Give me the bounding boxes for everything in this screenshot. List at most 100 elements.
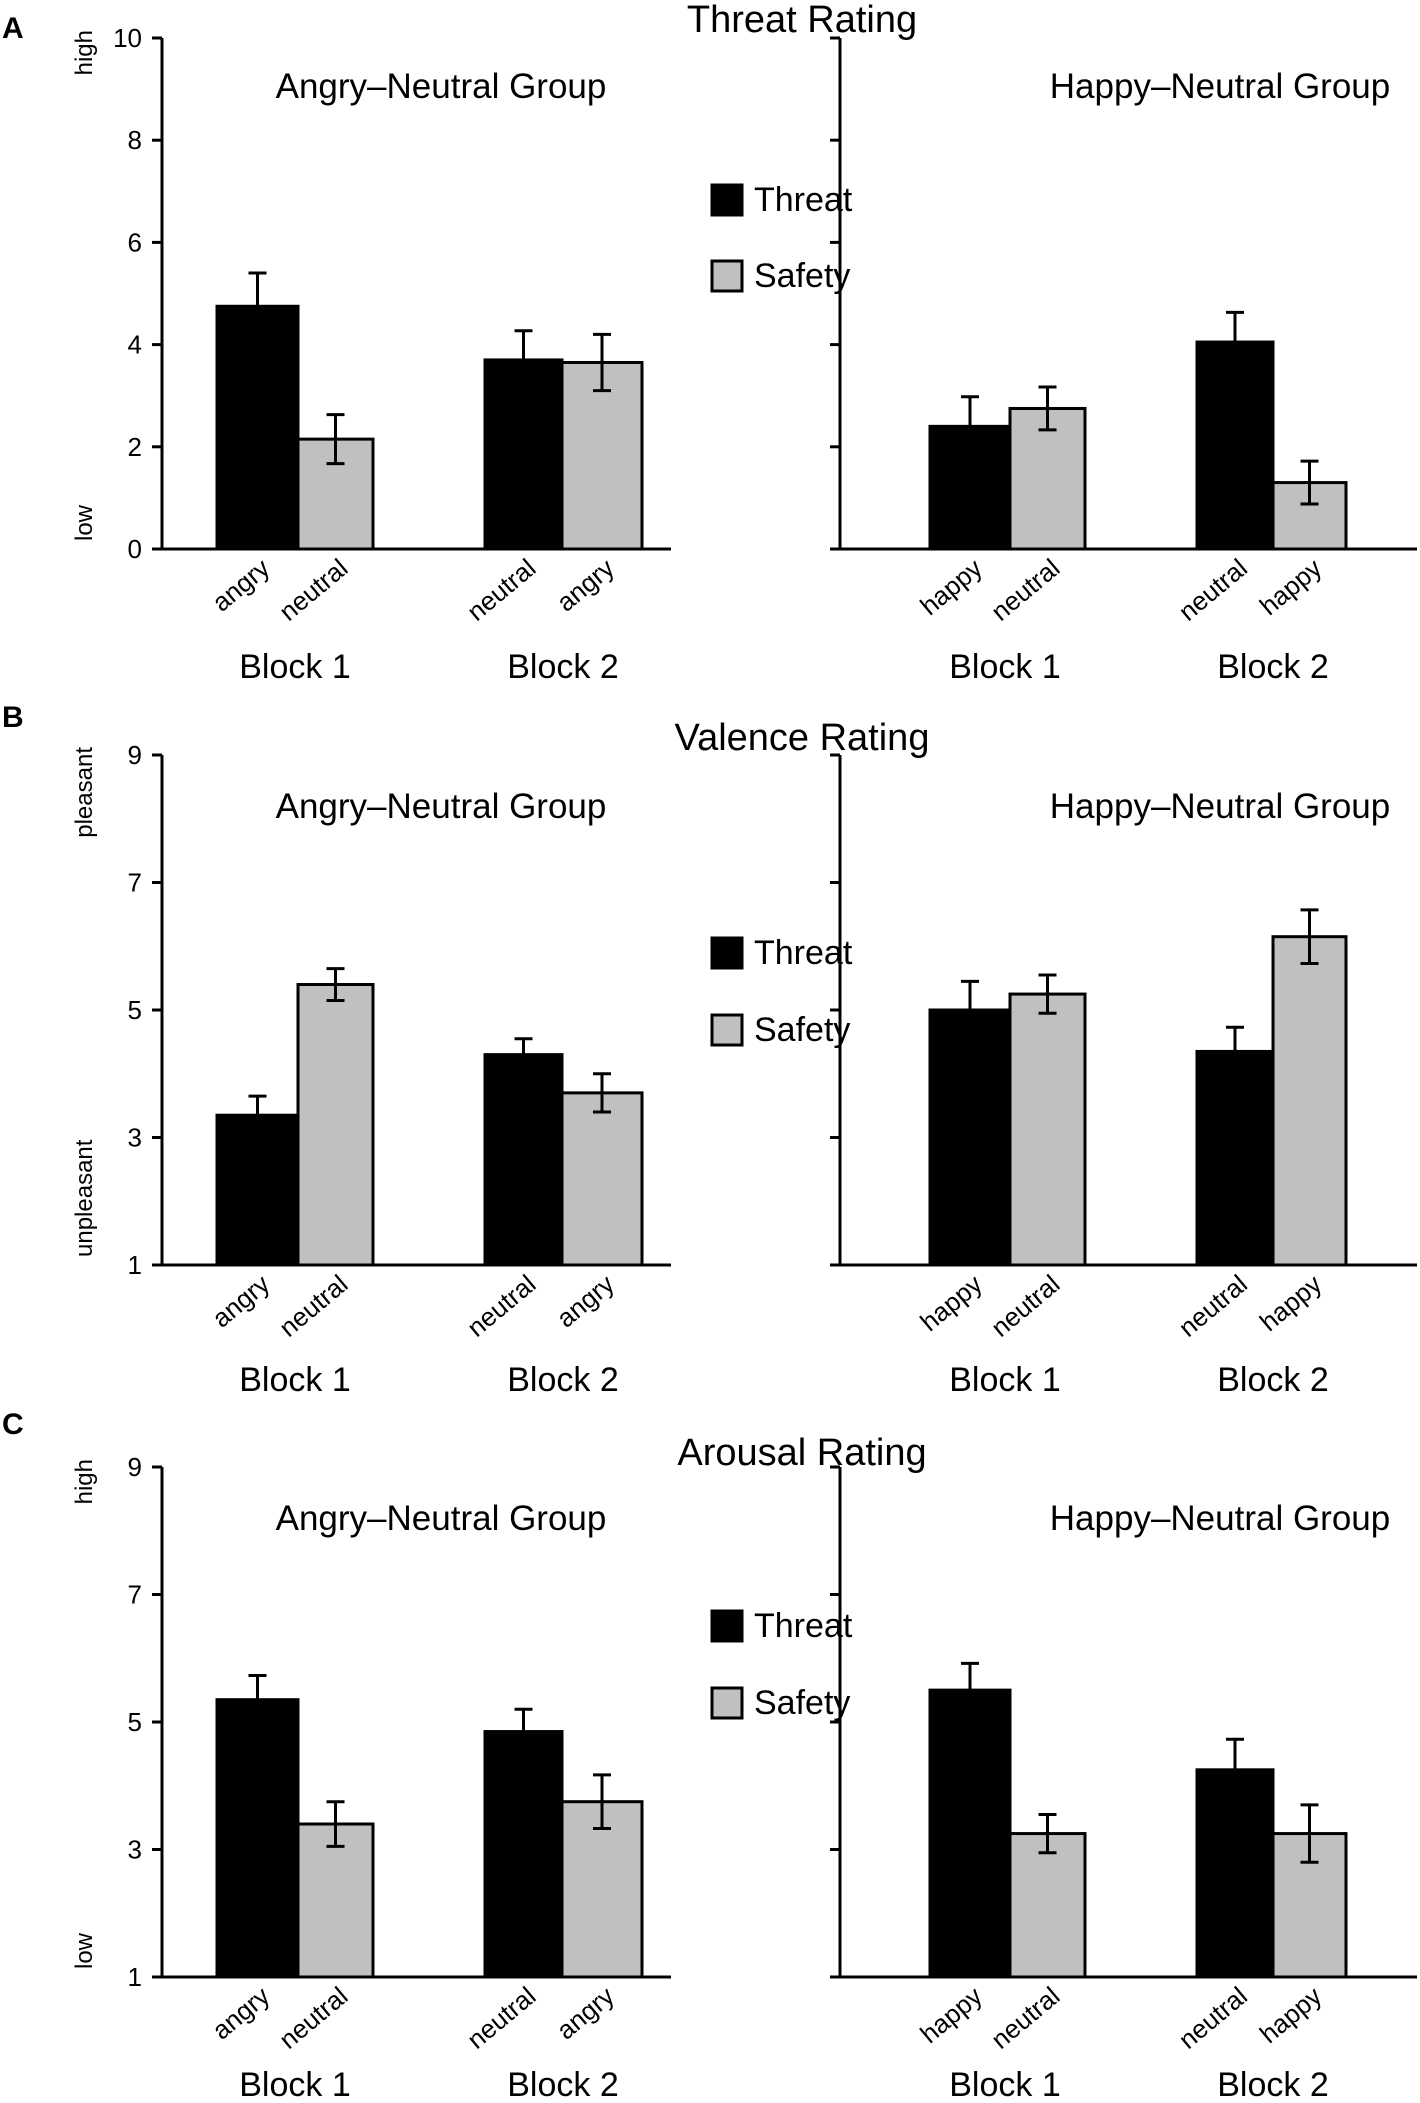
group-label: Happy–Neutral Group: [1050, 1499, 1390, 1538]
panel-letter: A: [2, 12, 24, 45]
y-tick-label: 1: [128, 1962, 142, 1992]
y-tick-label: 1: [128, 1250, 142, 1280]
category-label: happy: [1254, 553, 1328, 622]
category-label: neutral: [273, 1981, 353, 2055]
category-label: happy: [1254, 1981, 1328, 2050]
legend-label-safety: Safety: [754, 1684, 850, 1722]
legend-swatch-safety: [710, 259, 744, 293]
bar-safety: [296, 983, 375, 1267]
error-bar: [248, 1673, 267, 1726]
error-bar: [326, 413, 345, 466]
y-tick-label: 5: [128, 995, 142, 1025]
y-tick-label: 9: [128, 1452, 142, 1482]
block-label: Block 2: [507, 1361, 619, 1399]
bar-threat: [928, 1008, 1012, 1267]
bar-safety: [1008, 1832, 1087, 1979]
error-bar: [593, 1773, 611, 1830]
y-tick-label: 10: [113, 23, 142, 53]
error-bar: [326, 967, 345, 1002]
group-label: Angry–Neutral Group: [276, 67, 607, 106]
y-label-low: unpleasant: [71, 1139, 98, 1257]
y-tick-label: 2: [128, 432, 142, 462]
y-tick-label: 3: [128, 1835, 142, 1865]
group-label: Happy–Neutral Group: [1050, 67, 1390, 106]
bar-threat: [215, 1113, 300, 1267]
block-label: Block 1: [949, 648, 1061, 686]
block-label: Block 1: [949, 2066, 1061, 2103]
error-bar: [1038, 385, 1057, 432]
block-label: Block 1: [239, 648, 351, 686]
error-bar: [514, 329, 533, 391]
error-bar: [961, 395, 979, 458]
category-label: neutral: [985, 553, 1065, 627]
bar-safety: [1271, 935, 1348, 1267]
block-label: Block 2: [507, 2066, 619, 2103]
legend-label-threat: Threat: [754, 934, 853, 972]
y-tick-label: 0: [128, 534, 142, 564]
category-label: happy: [1254, 1269, 1328, 1338]
legend-label-threat: Threat: [754, 1607, 853, 1645]
error-bar: [326, 1800, 345, 1848]
block-label: Block 1: [239, 1361, 351, 1399]
y-tick-label: 4: [128, 330, 142, 360]
category-label: angry: [206, 1269, 275, 1334]
category-label: neutral: [461, 553, 541, 627]
block-label: Block 2: [1217, 1361, 1329, 1399]
y-tick-label: 6: [128, 227, 142, 257]
bar-safety: [1008, 992, 1087, 1267]
bar-safety: [296, 1822, 375, 1979]
bar-threat: [1195, 340, 1275, 551]
y-label-low: low: [71, 504, 98, 541]
legend-swatch-safety: [710, 1686, 744, 1720]
block-label: Block 1: [949, 1361, 1061, 1399]
y-label-high: high: [71, 1459, 98, 1504]
block-label: Block 1: [239, 2066, 351, 2103]
category-label: happy: [914, 1269, 988, 1338]
error-bar: [1226, 1025, 1244, 1078]
y-label-high: high: [71, 30, 98, 75]
group-label: Angry–Neutral Group: [276, 1499, 607, 1538]
panel-letter: C: [2, 1408, 24, 1441]
category-label: happy: [914, 553, 988, 622]
legend-label-safety: Safety: [754, 1011, 850, 1049]
group-label: Happy–Neutral Group: [1050, 787, 1390, 826]
y-label-high: pleasant: [71, 747, 98, 838]
error-bar: [1038, 973, 1057, 1015]
group-label: Angry–Neutral Group: [276, 787, 607, 826]
bar-threat: [483, 1053, 564, 1267]
y-tick-label: 7: [128, 1580, 142, 1610]
bar-safety: [560, 1091, 644, 1267]
category-label: neutral: [1173, 553, 1253, 627]
chart-title: Arousal Rating: [677, 1432, 926, 1474]
chart-title: Valence Rating: [675, 717, 930, 759]
legend-swatch-threat: [710, 1609, 744, 1643]
legend-swatch-threat: [710, 183, 744, 217]
block-label: Block 2: [1217, 648, 1329, 686]
category-label: neutral: [985, 1269, 1065, 1343]
error-bar: [248, 271, 267, 341]
error-bar: [593, 1072, 611, 1114]
category-label: angry: [206, 1981, 275, 2046]
legend-swatch-safety: [710, 1013, 744, 1047]
error-bar: [1226, 1737, 1244, 1802]
legend-label-safety: Safety: [754, 257, 850, 295]
y-tick-label: 8: [128, 125, 142, 155]
category-label: neutral: [461, 1269, 541, 1343]
panel-letter: B: [2, 701, 24, 734]
category-label: neutral: [985, 1981, 1065, 2055]
category-label: angry: [551, 1981, 620, 2046]
category-label: neutral: [1173, 1269, 1253, 1343]
bar-threat: [928, 1688, 1012, 1979]
error-bar: [1300, 459, 1319, 506]
y-tick-label: 7: [128, 868, 142, 898]
category-label: neutral: [461, 1981, 541, 2055]
category-label: angry: [206, 553, 275, 618]
block-label: Block 2: [1217, 2066, 1329, 2103]
block-label: Block 2: [507, 648, 619, 686]
error-bar: [1226, 310, 1244, 374]
legend-swatch-threat: [710, 936, 744, 970]
legend-label-threat: Threat: [754, 181, 853, 219]
error-bar: [961, 1661, 979, 1719]
category-label: neutral: [1173, 1981, 1253, 2055]
